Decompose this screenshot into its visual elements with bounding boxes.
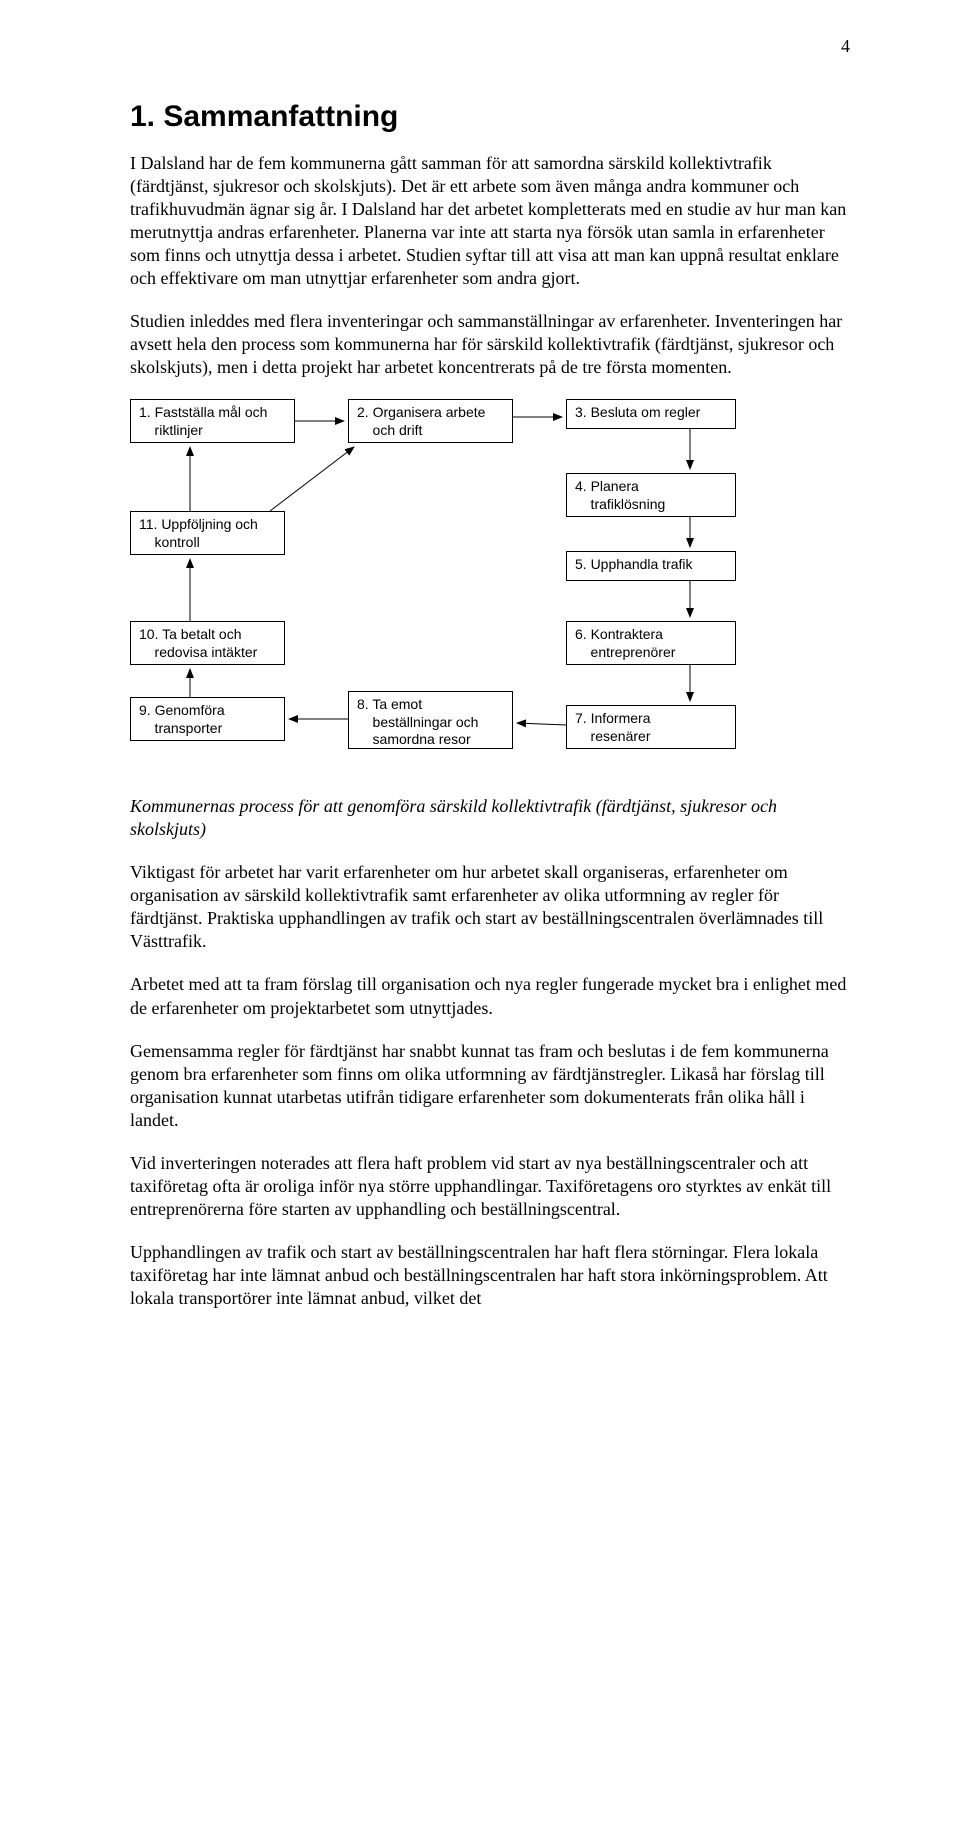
flow-node-n3: 3. Besluta om regler (566, 399, 736, 429)
flow-node-n7: 7. Informera resenärer (566, 705, 736, 749)
paragraph-3: Viktigast för arbetet har varit erfarenh… (130, 861, 850, 953)
paragraph-5: Gemensamma regler för färdtjänst har sna… (130, 1040, 850, 1132)
section-heading: 1. Sammanfattning (130, 100, 850, 134)
flow-node-n1: 1. Fastställa mål och riktlinjer (130, 399, 295, 443)
paragraph-6: Vid inverteringen noterades att flera ha… (130, 1152, 850, 1221)
flow-node-n2: 2. Organisera arbete och drift (348, 399, 513, 443)
flow-node-n5: 5. Upphandla trafik (566, 551, 736, 581)
paragraph-7: Upphandlingen av trafik och start av bes… (130, 1241, 850, 1310)
document-page: 4 1. Sammanfattning I Dalsland har de fe… (0, 0, 960, 1390)
flow-node-n4: 4. Planera trafiklösning (566, 473, 736, 517)
page-number: 4 (841, 36, 850, 57)
flow-node-n10: 10. Ta betalt och redovisa intäkter (130, 621, 285, 665)
flow-node-n9: 9. Genomföra transporter (130, 697, 285, 741)
paragraph-2: Studien inleddes med flera inventeringar… (130, 310, 850, 379)
flow-node-n8: 8. Ta emot beställningar och samordna re… (348, 691, 513, 749)
flow-caption: Kommunernas process för att genomföra sä… (130, 795, 850, 841)
flow-node-n6: 6. Kontraktera entreprenörer (566, 621, 736, 665)
paragraph-4: Arbetet med att ta fram förslag till org… (130, 973, 850, 1019)
flow-edge-n7-n8 (517, 723, 566, 725)
paragraph-1: I Dalsland har de fem kommunerna gått sa… (130, 152, 850, 290)
flow-edge-n11-n2 (270, 447, 354, 511)
process-flowchart: 1. Fastställa mål och riktlinjer 2. Organ… (130, 399, 770, 779)
flow-node-n11: 11. Uppföljning och kontroll (130, 511, 285, 555)
